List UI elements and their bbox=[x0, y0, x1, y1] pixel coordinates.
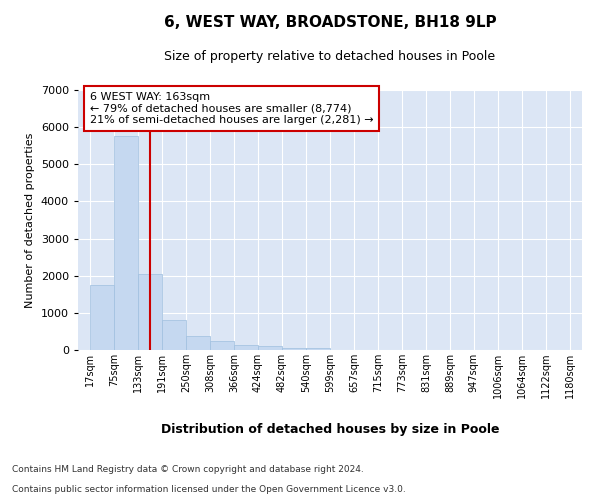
Bar bbox=[114, 136, 138, 350]
Bar bbox=[210, 342, 234, 350]
Bar bbox=[306, 348, 330, 350]
Bar bbox=[138, 274, 162, 350]
Text: Contains public sector information licensed under the Open Government Licence v3: Contains public sector information licen… bbox=[12, 485, 406, 494]
Bar bbox=[162, 320, 186, 350]
Text: 6, WEST WAY, BROADSTONE, BH18 9LP: 6, WEST WAY, BROADSTONE, BH18 9LP bbox=[164, 15, 496, 30]
Text: Distribution of detached houses by size in Poole: Distribution of detached houses by size … bbox=[161, 422, 499, 436]
Bar bbox=[258, 346, 282, 350]
Bar bbox=[234, 345, 258, 350]
Text: 6 WEST WAY: 163sqm
← 79% of detached houses are smaller (8,774)
21% of semi-deta: 6 WEST WAY: 163sqm ← 79% of detached hou… bbox=[90, 92, 374, 125]
Text: Size of property relative to detached houses in Poole: Size of property relative to detached ho… bbox=[164, 50, 496, 63]
Y-axis label: Number of detached properties: Number of detached properties bbox=[25, 132, 35, 308]
Text: Contains HM Land Registry data © Crown copyright and database right 2024.: Contains HM Land Registry data © Crown c… bbox=[12, 465, 364, 474]
Bar bbox=[186, 336, 210, 350]
Bar bbox=[282, 348, 306, 350]
Bar bbox=[90, 285, 114, 350]
